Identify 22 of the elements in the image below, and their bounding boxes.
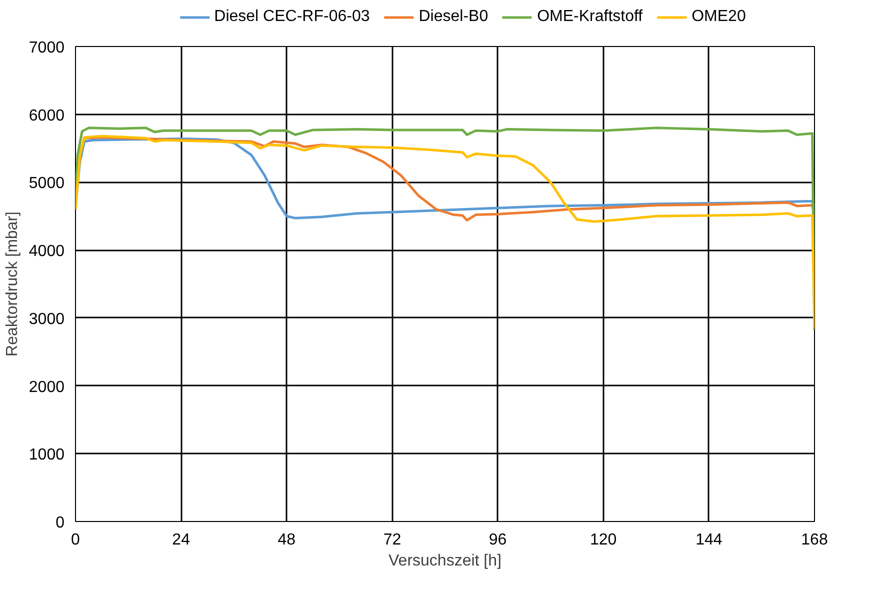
x-tick-label: 72: [383, 532, 402, 548]
x-tick-label: 24: [172, 532, 190, 548]
x-tick-label: 144: [696, 532, 722, 548]
x-tick-label: 48: [278, 532, 296, 548]
y-tick-label: 2000: [28, 378, 65, 396]
legend-label: OME20: [692, 8, 746, 26]
y-tick-label: 3000: [28, 310, 65, 328]
y-tick-label: 1000: [28, 446, 65, 464]
legend-label: OME-Kraftstoff: [537, 8, 643, 26]
x-tick-label: 0: [71, 532, 80, 548]
y-tick-label: 5000: [28, 175, 65, 192]
x-axis-title: Versuchszeit [h]: [388, 552, 502, 570]
x-tick-label: 120: [590, 532, 617, 548]
y-axis-title: Reaktordruck [mbar]: [4, 212, 21, 356]
x-tick-label: 96: [488, 532, 507, 548]
y-tick-label: 6000: [28, 107, 65, 124]
y-tick-label: 0: [56, 514, 65, 532]
x-tick-label: 168: [801, 532, 828, 548]
legend-label: Diesel CEC-RF-06-03: [214, 8, 370, 26]
y-tick-label: 4000: [28, 243, 65, 260]
y-tick-label: 7000: [28, 40, 65, 56]
legend-label: Diesel-B0: [418, 8, 488, 26]
